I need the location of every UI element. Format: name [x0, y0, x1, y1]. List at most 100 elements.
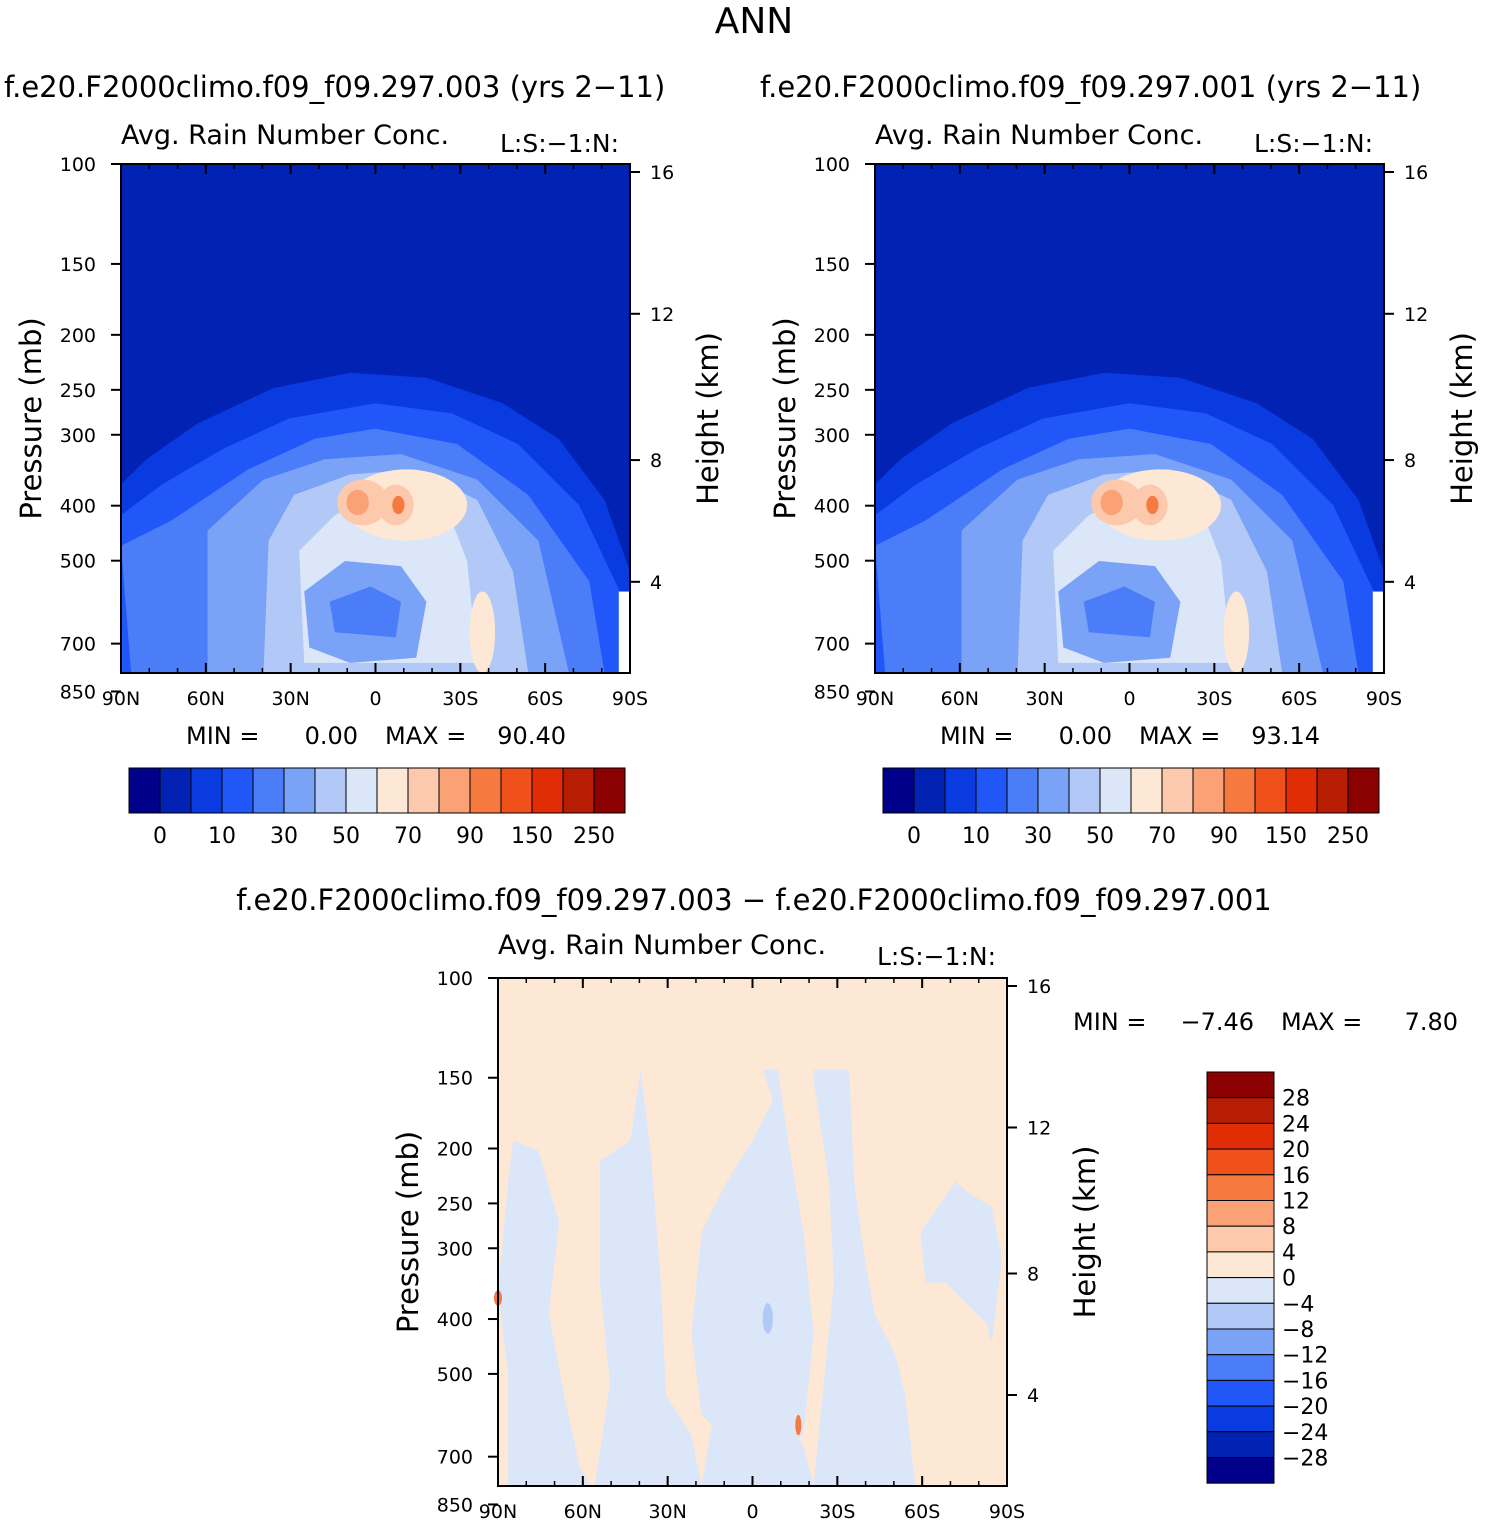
zonal-mean-plot-case-001: 90N 60N 30N 0 30S 60S 90S100150200250300400500… — [768, 120, 1479, 849]
x-tick-label: 30S — [1196, 688, 1232, 710]
y-tick-label: 250 — [437, 1193, 473, 1215]
colorbar-box — [593, 767, 626, 814]
colorbar-label: 16 — [1282, 1164, 1310, 1189]
colorbar-label: 70 — [1148, 824, 1176, 849]
y2-tick-label: 8 — [650, 450, 662, 472]
colorbar-box — [438, 767, 471, 814]
colorbar-label: 90 — [1210, 824, 1238, 849]
colorbar-box — [190, 767, 223, 814]
colorbar-box — [128, 767, 161, 814]
colorbar-label: −20 — [1282, 1395, 1328, 1420]
colorbar-label: 150 — [511, 824, 553, 849]
field-missing — [1372, 591, 1384, 673]
x-tick-label: 90S — [612, 688, 648, 710]
colorbar-box — [1206, 1277, 1275, 1304]
y-tick-label: 850 — [60, 681, 96, 703]
colorbar-label: −28 — [1282, 1447, 1328, 1472]
case-title-right: f.e20.F2000climo.f09_f09.297.001 (yrs 2−… — [760, 70, 1422, 104]
colorbar-label: 0 — [1282, 1267, 1296, 1292]
y-tick-label: 250 — [60, 380, 96, 402]
y2-axis-label: Height (km) — [1068, 1146, 1102, 1319]
colorbar-label: 8 — [1282, 1215, 1296, 1240]
y-tick-label: 300 — [60, 425, 96, 447]
x-tick-label: 30N — [648, 1501, 686, 1523]
colorbar-box — [1206, 1328, 1275, 1356]
y-tick-label: 400 — [814, 496, 850, 518]
colorbar-label: 0 — [907, 824, 921, 849]
colorbar-label: −8 — [1282, 1318, 1314, 1343]
colorbar-label: 50 — [1086, 824, 1114, 849]
field-warm-5 — [392, 495, 405, 515]
x-tick-label: 30N — [271, 688, 309, 710]
max-value: 93.14 — [1251, 722, 1320, 750]
y-tick-label: 400 — [60, 496, 96, 518]
min-label: MIN = — [1073, 1008, 1146, 1036]
y-axis-label: Pressure (mb) — [391, 1131, 425, 1333]
colorbar-label: 70 — [394, 824, 422, 849]
y-tick-label: 150 — [60, 254, 96, 276]
colorbar-box — [1223, 767, 1256, 814]
field-warm-4 — [346, 489, 369, 516]
field-warm-6 — [469, 591, 496, 673]
colorbar-box — [1206, 1379, 1275, 1407]
y-tick-label: 700 — [437, 1447, 473, 1469]
colorbar-box — [407, 767, 440, 814]
zonal-mean-plot-case-003: 90N 60N 30N 0 30S 60S 90S100150200250300400500… — [14, 120, 725, 849]
y2-tick-label: 4 — [1404, 572, 1416, 594]
y2-tick-label: 12 — [1027, 1118, 1051, 1140]
x-tick-label: 90S — [1366, 688, 1402, 710]
colorbar-box — [1161, 767, 1194, 814]
colorbar-label: 4 — [1282, 1241, 1296, 1266]
y-tick-label: 250 — [814, 380, 850, 402]
colorbar-box — [1206, 1405, 1275, 1433]
y-tick-label: 300 — [814, 425, 850, 447]
x-tick-label: 0 — [746, 1501, 758, 1523]
y2-tick-label: 16 — [1027, 976, 1051, 998]
min-label: MIN = — [940, 722, 1013, 750]
colorbar-box — [1099, 767, 1132, 814]
x-tick-label: 60S — [1281, 688, 1317, 710]
colorbar-label: 30 — [1024, 824, 1052, 849]
y-axis-label: Pressure (mb) — [768, 317, 802, 519]
colorbar-box — [882, 767, 915, 814]
colorbar-box — [500, 767, 533, 814]
colorbar-box — [1037, 767, 1070, 814]
colorbar-box — [1206, 1148, 1275, 1176]
min-value: 0.00 — [305, 722, 358, 750]
colorbar-box — [944, 767, 977, 814]
colorbar-label: 24 — [1282, 1112, 1310, 1137]
y-tick-label: 700 — [60, 634, 96, 656]
colorbar-box — [1347, 767, 1380, 814]
colorbar-label: 90 — [456, 824, 484, 849]
y2-tick-label: 12 — [650, 304, 674, 326]
field-core-b — [329, 586, 401, 638]
y2-tick-label: 4 — [1027, 1385, 1039, 1407]
colorbar-box — [345, 767, 378, 814]
y-tick-label: 150 — [437, 1068, 473, 1090]
colorbar-label: 12 — [1282, 1190, 1310, 1215]
diff-field-negative-6 — [920, 1181, 1002, 1344]
colorbar-box — [314, 767, 347, 814]
colorbar-box — [283, 767, 316, 814]
colorbar-box — [1068, 767, 1101, 814]
diff-field-negative-4 — [813, 1069, 916, 1486]
y-tick-label: 150 — [814, 254, 850, 276]
field-warm-5 — [1146, 495, 1159, 515]
y2-axis-label: Height (km) — [1445, 332, 1479, 505]
colorbar-box — [469, 767, 502, 814]
colorbar-label: −4 — [1282, 1292, 1314, 1317]
colorbar-box — [376, 767, 409, 814]
x-tick-label: 90N — [102, 688, 140, 710]
colorbar-box — [252, 767, 285, 814]
max-value: 90.40 — [497, 722, 566, 750]
diff-field-spot-positive — [795, 1414, 802, 1436]
colorbar-label: −24 — [1282, 1421, 1328, 1446]
plot-title: Avg. Rain Number Conc. — [875, 120, 1203, 151]
colorbar-box — [1206, 1200, 1275, 1227]
colorbar-box — [531, 767, 564, 814]
difference-plot: 90N 60N 30N 0 30S 60S 90S100150200250300400500… — [391, 930, 1458, 1523]
y2-tick-label: 8 — [1404, 450, 1416, 472]
y2-tick-label: 16 — [650, 162, 674, 184]
colorbar-box — [975, 767, 1008, 814]
colorbar-label: 50 — [332, 824, 360, 849]
